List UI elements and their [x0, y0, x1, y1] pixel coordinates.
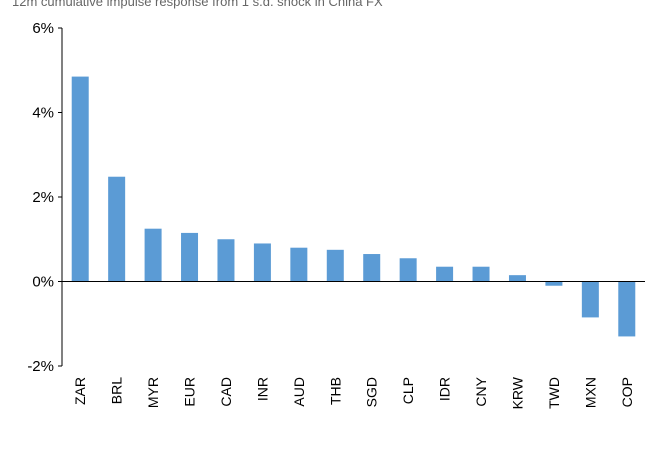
chart-title: 12m cumulative impulse response from 1 s… — [12, 0, 383, 9]
bar-cny — [472, 266, 490, 282]
x-tick-label: TWD — [546, 377, 562, 409]
bar-cop — [618, 281, 636, 337]
x-tick-label: INR — [254, 377, 270, 401]
x-tick-label: MYR — [145, 377, 161, 408]
bar-mxn — [581, 281, 599, 318]
y-tick-label: 2% — [32, 189, 54, 206]
bar-cad — [217, 239, 235, 282]
bar-inr — [253, 243, 271, 282]
bar-twd — [545, 281, 563, 286]
bar-myr — [144, 228, 162, 282]
y-tick-label: -2% — [27, 358, 54, 375]
x-axis: ZAR BRL MYR EUR CAD INR AUD THB SGD CLP IDR CNY KRW T… — [62, 281, 645, 409]
bars — [71, 76, 636, 337]
x-tick-label: ZAR — [72, 377, 88, 405]
bar-eur — [181, 232, 199, 282]
x-tick-label: BRL — [109, 377, 125, 404]
x-tick-label: THB — [327, 377, 343, 405]
bar-clp — [399, 258, 417, 282]
x-tick-label: SGD — [364, 377, 380, 407]
x-tick-label: CLP — [400, 377, 416, 404]
bar-krw — [508, 275, 526, 282]
x-tick-label: KRW — [509, 376, 525, 409]
y-tick-label: 6% — [32, 20, 54, 37]
y-tick-label: 4% — [32, 105, 54, 122]
x-tick-label: AUD — [291, 377, 307, 407]
y-tick-label: 0% — [32, 274, 54, 291]
bar-thb — [326, 249, 344, 282]
bar-aud — [290, 247, 308, 282]
x-tick-label: MXN — [582, 377, 598, 408]
x-tick-label: EUR — [182, 377, 198, 407]
x-tick-label: IDR — [437, 377, 453, 401]
bar-idr — [436, 266, 454, 282]
x-tick-label: COP — [619, 377, 635, 407]
x-tick-label: CAD — [218, 377, 234, 407]
bar-zar — [71, 76, 89, 282]
y-axis: -2% 0% 2% 4% 6% — [27, 20, 63, 375]
bar-brl — [108, 176, 126, 282]
bar-sgd — [363, 254, 381, 282]
x-tick-label: CNY — [473, 376, 489, 406]
